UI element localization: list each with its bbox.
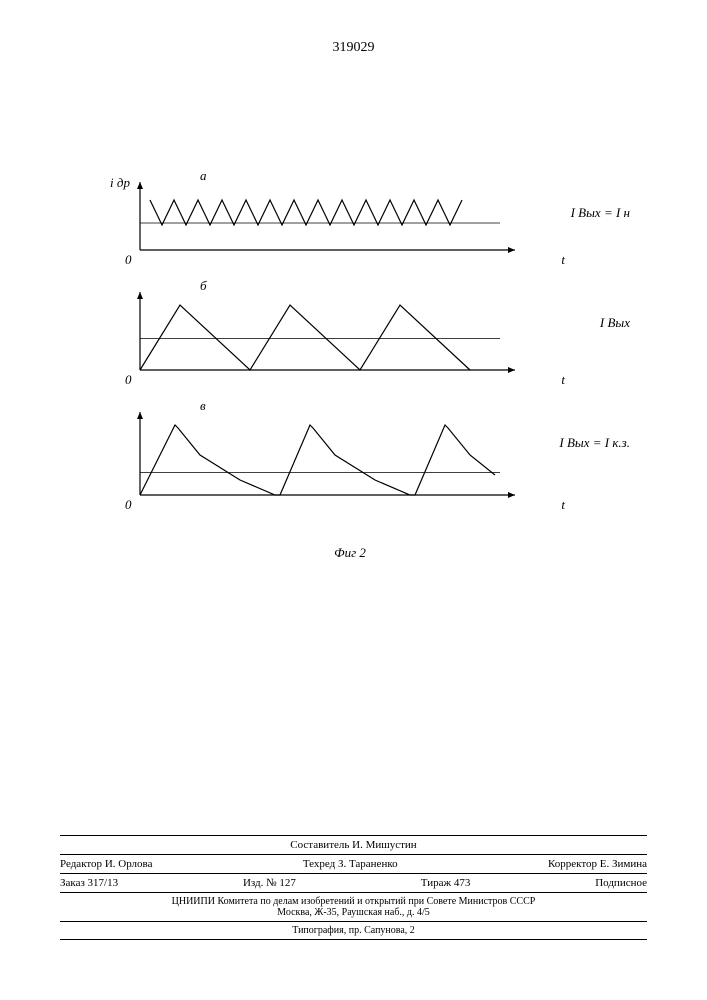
origin-label: 0 (125, 497, 132, 513)
waveform-chart (140, 300, 520, 380)
compiler-label: Составитель (290, 839, 349, 851)
page-number: 319029 (333, 40, 375, 56)
credits-row: Редактор И. Орлова Техред З. Тараненко К… (60, 854, 647, 873)
panel-letter: в (200, 398, 206, 414)
series-label: I Вых (600, 315, 630, 331)
typography-row: Типография, пр. Сапунова, 2 (60, 921, 647, 940)
order: Заказ 317/13 (60, 877, 118, 889)
series-label: I Вых = I н (571, 205, 630, 221)
figure-caption: Фиг 2 (140, 545, 560, 561)
compiler-row: Составитель И. Мишустин (60, 835, 647, 854)
editor: Редактор И. Орлова (60, 858, 152, 870)
waveform (150, 200, 462, 225)
chart-panel-в: вI Вых = I к.з.0t (140, 420, 560, 515)
series-label: I Вых = I к.з. (559, 435, 630, 451)
figure-2: аi дрI Вых = I н0t бI Вых0t вI Вых = I к.з… (140, 190, 560, 561)
panel-letter: б (200, 278, 207, 294)
izd: Изд. № 127 (243, 877, 296, 889)
origin-label: 0 (125, 372, 132, 388)
corrector: Корректор Е. Зимина (548, 858, 647, 870)
chart-panel-а: аi дрI Вых = I н0t (140, 190, 560, 270)
panel-letter: а (200, 168, 207, 184)
x-axis-label: t (561, 497, 565, 513)
techred: Техред З. Тараненко (303, 858, 398, 870)
podpisnoe: Подписное (595, 877, 647, 889)
compiler-name: И. Мишустин (352, 839, 417, 851)
waveform-chart (140, 420, 520, 505)
org-row: ЦНИИПИ Комитета по делам изобретений и о… (60, 892, 647, 921)
waveform (140, 305, 470, 370)
x-axis-label: t (561, 372, 565, 388)
waveform-chart (140, 190, 520, 260)
tirage: Тираж 473 (421, 877, 471, 889)
print-row: Заказ 317/13 Изд. № 127 Тираж 473 Подпис… (60, 873, 647, 892)
waveform (140, 425, 495, 495)
chart-panel-б: бI Вых0t (140, 300, 560, 390)
y-axis-label: i др (110, 175, 130, 191)
origin-label: 0 (125, 252, 132, 268)
x-axis-label: t (561, 252, 565, 268)
footer: Составитель И. Мишустин Редактор И. Орло… (60, 835, 647, 940)
